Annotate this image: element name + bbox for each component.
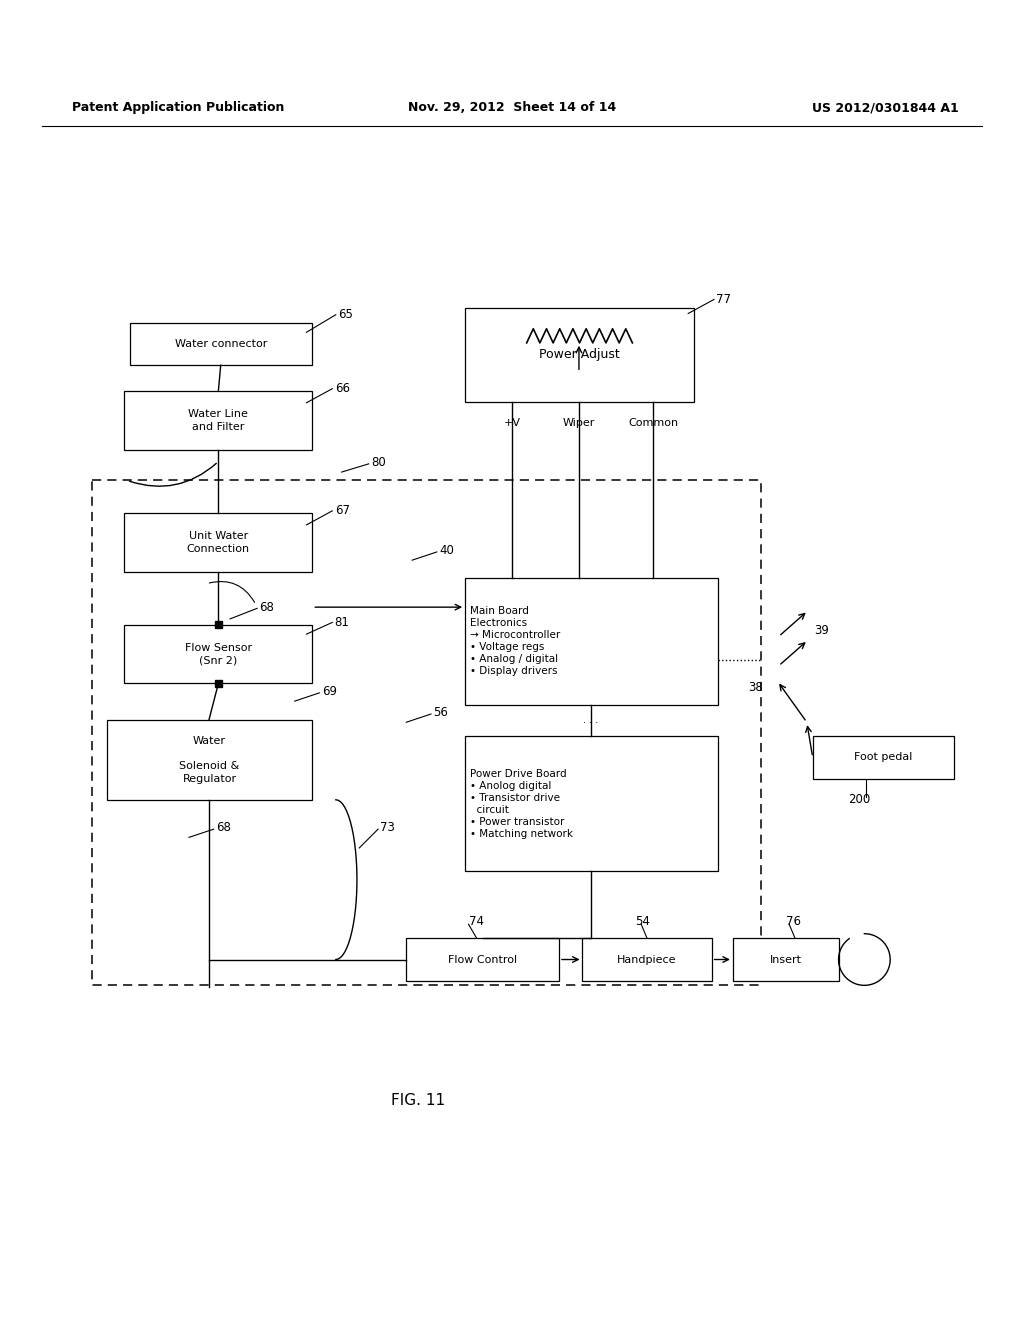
Text: Electronics: Electronics xyxy=(470,618,526,628)
Text: Common: Common xyxy=(628,418,678,428)
Text: Nov. 29, 2012  Sheet 14 of 14: Nov. 29, 2012 Sheet 14 of 14 xyxy=(408,102,616,115)
Text: Wiper: Wiper xyxy=(563,418,595,428)
Bar xyxy=(813,737,953,779)
Bar xyxy=(124,513,312,572)
Text: Patent Application Publication: Patent Application Publication xyxy=(72,102,284,115)
Text: Handpiece: Handpiece xyxy=(617,954,677,965)
Text: 68: 68 xyxy=(216,821,230,834)
Text: • Anolog digital: • Anolog digital xyxy=(470,781,551,791)
Text: → Microcontroller: → Microcontroller xyxy=(470,630,560,640)
Text: Unit Water: Unit Water xyxy=(188,531,248,541)
Text: +V: +V xyxy=(504,418,520,428)
Text: US 2012/0301844 A1: US 2012/0301844 A1 xyxy=(812,102,958,115)
Text: • Power transistor: • Power transistor xyxy=(470,817,564,826)
Bar xyxy=(465,308,694,401)
Text: 40: 40 xyxy=(439,544,454,557)
Bar xyxy=(124,391,312,450)
Text: 73: 73 xyxy=(381,821,395,834)
Text: and Filter: and Filter xyxy=(193,421,245,432)
Bar xyxy=(91,480,761,985)
Text: 67: 67 xyxy=(335,504,349,517)
Text: • Display drivers: • Display drivers xyxy=(470,665,557,676)
Bar xyxy=(733,939,839,981)
Text: Regulator: Regulator xyxy=(182,774,237,784)
Text: Solenoid &: Solenoid & xyxy=(179,762,240,771)
Text: 68: 68 xyxy=(259,601,274,614)
Text: Power Drive Board: Power Drive Board xyxy=(470,770,566,779)
Text: • Matching network: • Matching network xyxy=(470,829,572,838)
Text: 80: 80 xyxy=(371,457,386,469)
Bar xyxy=(124,624,312,684)
Bar xyxy=(215,622,222,628)
Text: FIG. 11: FIG. 11 xyxy=(391,1093,445,1107)
Text: Flow Control: Flow Control xyxy=(449,954,517,965)
Text: 39: 39 xyxy=(814,624,828,638)
Text: 38: 38 xyxy=(749,681,763,693)
Text: 200: 200 xyxy=(848,793,870,807)
Text: . . .: . . . xyxy=(583,715,598,726)
Text: Main Board: Main Board xyxy=(470,606,528,616)
Text: 81: 81 xyxy=(335,616,349,628)
Bar xyxy=(583,939,712,981)
Text: 76: 76 xyxy=(785,916,801,928)
Text: Foot pedal: Foot pedal xyxy=(854,752,912,763)
Text: Insert: Insert xyxy=(770,954,802,965)
Bar xyxy=(465,737,718,871)
Text: • Voltage regs: • Voltage regs xyxy=(470,642,544,652)
Bar xyxy=(215,680,222,686)
Text: 69: 69 xyxy=(322,685,337,698)
Text: Water: Water xyxy=(194,735,226,746)
Text: 65: 65 xyxy=(338,308,353,321)
Text: 74: 74 xyxy=(469,916,483,928)
Bar xyxy=(407,939,559,981)
Bar xyxy=(106,719,312,800)
Text: Connection: Connection xyxy=(186,544,250,554)
Text: 54: 54 xyxy=(635,916,650,928)
Text: • Transistor drive: • Transistor drive xyxy=(470,793,560,803)
Text: (Snr 2): (Snr 2) xyxy=(200,656,238,665)
Text: 56: 56 xyxy=(433,706,449,719)
Text: Flow Sensor: Flow Sensor xyxy=(184,643,252,653)
Text: Power Adjust: Power Adjust xyxy=(540,348,620,362)
Text: • Analog / digital: • Analog / digital xyxy=(470,653,558,664)
Text: Water connector: Water connector xyxy=(175,339,267,348)
Bar xyxy=(130,323,312,366)
Text: Water Line: Water Line xyxy=(188,409,248,418)
Text: 77: 77 xyxy=(717,293,731,306)
Bar xyxy=(465,578,718,705)
Text: 66: 66 xyxy=(335,383,349,395)
Text: circuit: circuit xyxy=(470,805,509,814)
